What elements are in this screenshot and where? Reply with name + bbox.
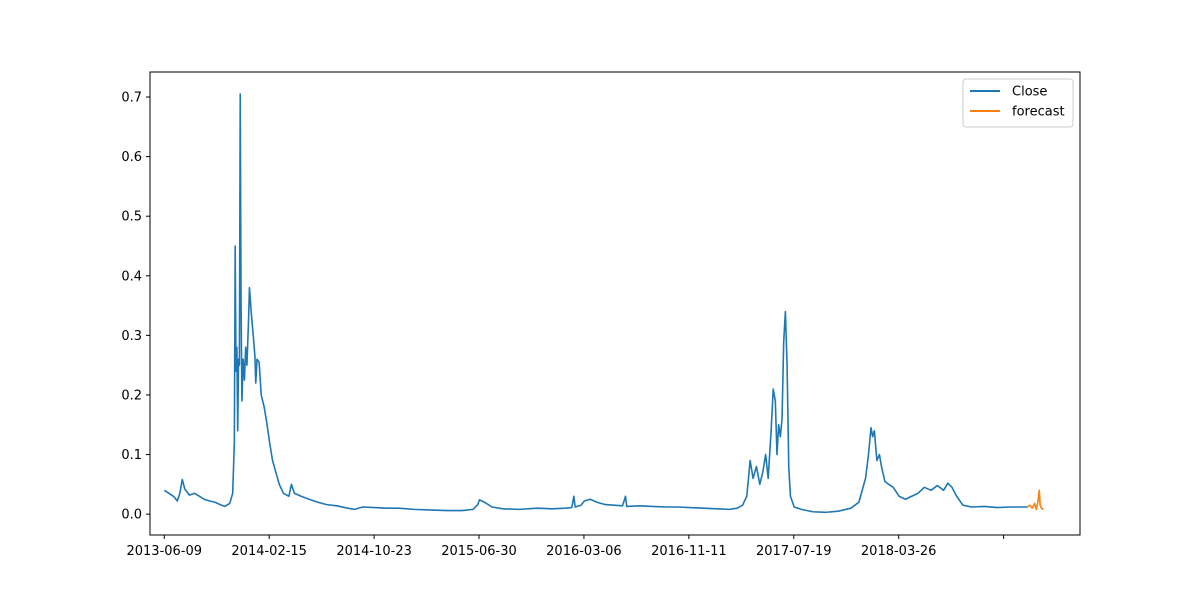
legend-label-close: Close (1012, 85, 1047, 100)
legend-label-forecast: forecast (1012, 105, 1065, 120)
x-tick-label: 2016-03-06 (546, 544, 622, 559)
y-tick-label: 0.6 (121, 150, 142, 165)
x-tick-label: 2014-10-23 (336, 544, 412, 559)
legend: Close forecast (962, 78, 1074, 128)
x-tick-label: 2015-06-30 (441, 544, 517, 559)
series-line-close (163, 93, 1028, 514)
plot-area-frame (149, 71, 1081, 536)
axes-layer: 0.0 0.1 0.2 0.3 0.4 0.5 0.6 0.7 2013-06-09 2014-0… (121, 91, 1005, 559)
series-layer (163, 93, 1044, 514)
x-tick-label: 2014-02-15 (231, 544, 307, 559)
x-tick-label: 2017-07-19 (756, 544, 832, 559)
y-tick-label: 0.5 (121, 210, 142, 225)
series-line-forecast (1027, 489, 1044, 511)
y-tick-label: 0.7 (121, 91, 142, 106)
y-tick-label: 0.0 (121, 508, 142, 523)
y-tick-label: 0.1 (121, 448, 142, 463)
x-tick-label: 2018-03-26 (861, 544, 937, 559)
y-tick-label: 0.3 (121, 329, 142, 344)
x-tick-label: 2016-11-11 (651, 544, 727, 559)
y-tick-label: 0.4 (121, 269, 142, 284)
x-tick-label: 2013-06-09 (126, 544, 202, 559)
y-tick-label: 0.2 (121, 388, 142, 403)
